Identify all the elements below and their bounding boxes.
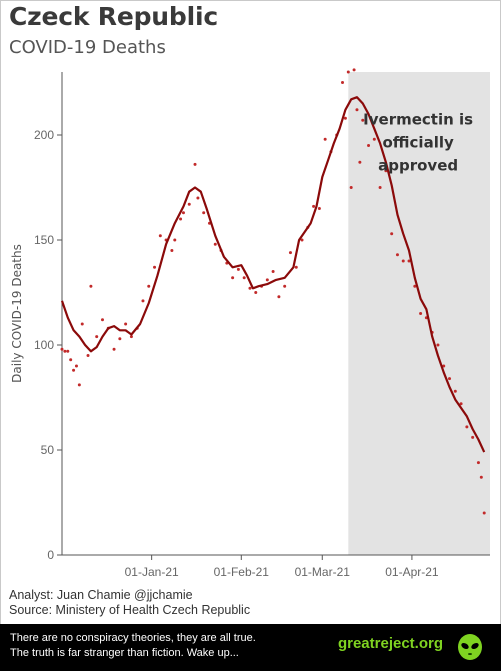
data-point <box>187 202 191 206</box>
data-point <box>69 358 73 362</box>
y-tick-label: 50 <box>41 443 55 457</box>
x-tick-label: 01-Jan-21 <box>125 565 179 579</box>
data-point <box>384 169 388 173</box>
data-point <box>100 318 104 322</box>
data-point <box>74 364 78 368</box>
source-credit: Source: Ministery of Health Czech Republ… <box>9 603 251 617</box>
data-point <box>419 312 423 315</box>
data-point <box>271 270 275 273</box>
data-point <box>390 232 394 236</box>
data-point <box>112 347 116 351</box>
data-point <box>248 286 252 290</box>
annotation-text: approved <box>378 157 458 175</box>
x-tick-label: 01-Apr-21 <box>385 565 439 579</box>
data-point <box>448 377 452 381</box>
data-point <box>341 81 345 84</box>
data-point <box>395 253 399 257</box>
data-point <box>343 116 347 120</box>
y-tick-label: 150 <box>34 233 54 247</box>
data-point <box>80 322 84 326</box>
x-tick-label: 01-Feb-21 <box>214 565 270 579</box>
data-point <box>453 389 457 393</box>
data-point <box>236 267 240 271</box>
data-point <box>242 276 246 280</box>
data-point <box>352 68 356 72</box>
data-point <box>202 211 206 215</box>
data-point <box>153 265 157 269</box>
y-tick-label: 200 <box>34 128 54 142</box>
data-point <box>465 425 469 429</box>
data-point <box>158 234 162 238</box>
data-point <box>300 238 304 242</box>
data-point <box>141 299 145 303</box>
data-point <box>118 337 122 341</box>
y-axis-label: Daily COVID-19 Deaths <box>10 244 24 383</box>
x-tick-label: 01-Mar-21 <box>295 565 351 579</box>
data-point <box>401 259 405 263</box>
chart-title: Czeck Republic <box>9 2 218 31</box>
data-point <box>89 284 93 288</box>
data-point <box>378 186 382 189</box>
data-point <box>265 278 269 282</box>
footer-line-1: There are no conspiracy theories, they a… <box>10 632 256 644</box>
data-point <box>283 284 287 288</box>
footer-banner: There are no conspiracy theories, they a… <box>0 624 501 671</box>
analyst-credit: Analyst: Juan Chamie @jjchamie <box>9 588 193 602</box>
data-point <box>346 70 350 74</box>
series-line <box>60 96 486 453</box>
data-point <box>349 186 353 189</box>
data-point <box>231 276 235 280</box>
data-point <box>482 511 486 515</box>
data-point <box>459 402 463 406</box>
data-point <box>355 108 359 112</box>
data-point <box>254 291 258 294</box>
data-point <box>367 144 371 147</box>
data-point <box>77 383 81 387</box>
data-point <box>407 259 411 263</box>
data-point <box>436 343 440 347</box>
chart-subtitle: COVID-19 Deaths <box>9 37 166 58</box>
data-point <box>95 335 99 339</box>
data-point <box>372 137 376 141</box>
data-point <box>288 251 292 255</box>
footer-site-link[interactable]: greatreject.org <box>337 635 443 652</box>
data-point <box>294 265 298 269</box>
data-point <box>66 349 70 353</box>
data-point <box>317 207 321 210</box>
data-point <box>179 217 183 221</box>
y-tick-label: 100 <box>34 338 54 352</box>
data-point <box>413 284 417 288</box>
data-point <box>312 204 316 208</box>
data-point <box>213 242 217 246</box>
data-point <box>72 368 76 372</box>
data-point <box>358 160 362 164</box>
data-point <box>277 295 281 299</box>
data-point <box>86 354 90 357</box>
data-point <box>193 162 197 166</box>
data-point <box>124 322 128 326</box>
data-point <box>173 238 177 242</box>
alien-icon <box>458 634 482 660</box>
chart-svg: 0 50 100 150 200 01-Jan-21 01-Feb-21 01-Mar-21 0… <box>10 68 490 579</box>
data-point <box>471 435 475 439</box>
data-point <box>476 461 480 465</box>
annotation-text: Ivermectin is <box>363 111 473 129</box>
data-point <box>63 349 67 353</box>
data-point <box>442 364 446 368</box>
data-point <box>479 475 483 479</box>
data-point <box>323 137 327 141</box>
data-point <box>129 335 133 339</box>
data-point <box>147 284 151 288</box>
footer-line-2: The truth is far stranger than fiction. … <box>10 647 239 659</box>
y-tick-label: 0 <box>47 548 54 562</box>
data-point <box>196 196 200 200</box>
data-point <box>181 211 185 215</box>
data-point <box>60 347 64 351</box>
annotation-text: officially <box>383 134 454 152</box>
data-point <box>170 249 174 252</box>
data-point <box>361 118 365 122</box>
